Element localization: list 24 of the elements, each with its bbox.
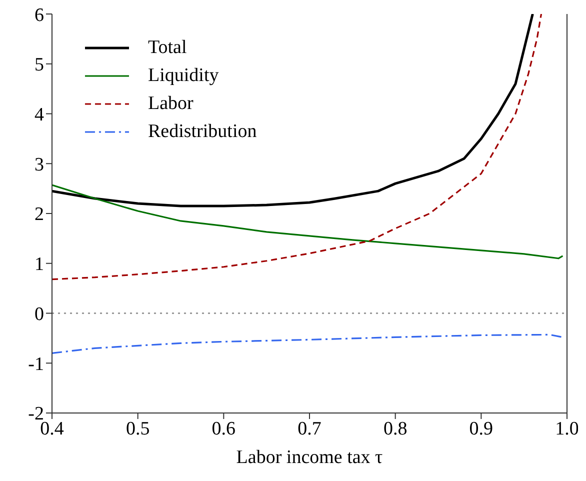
x-tick-label: 0.9 [469, 418, 494, 440]
y-tick-label: 1 [34, 254, 44, 276]
y-tick-label: 2 [34, 204, 44, 226]
line-series [52, 14, 534, 208]
x-tick-label: 0.5 [126, 418, 150, 440]
y-tick-label: 0 [34, 304, 44, 325]
line-series [52, 14, 542, 280]
legend-label: Total [148, 36, 187, 60]
y-tick-label: 6 [34, 4, 44, 26]
line-series [52, 184, 564, 260]
x-tick-label: 0.6 [212, 418, 236, 440]
legend-label: Redistribution [148, 120, 257, 144]
x-tick-label: 0.8 [383, 418, 408, 440]
y-tick-label: 4 [34, 104, 44, 126]
y-tick-label: 5 [34, 54, 44, 76]
x-tick-label: 1.0 [555, 418, 579, 440]
line-series [52, 334, 564, 354]
y-tick-label: 3 [34, 154, 44, 176]
x-tick-label: 0.4 [40, 418, 64, 440]
legend-label: Labor [148, 92, 194, 116]
x-axis-title: Labor income tax τ [236, 447, 384, 468]
legend-label: Liquidity [148, 64, 219, 88]
y-tick-label: -1 [28, 354, 44, 375]
x-tick-label: 0.7 [298, 418, 322, 440]
